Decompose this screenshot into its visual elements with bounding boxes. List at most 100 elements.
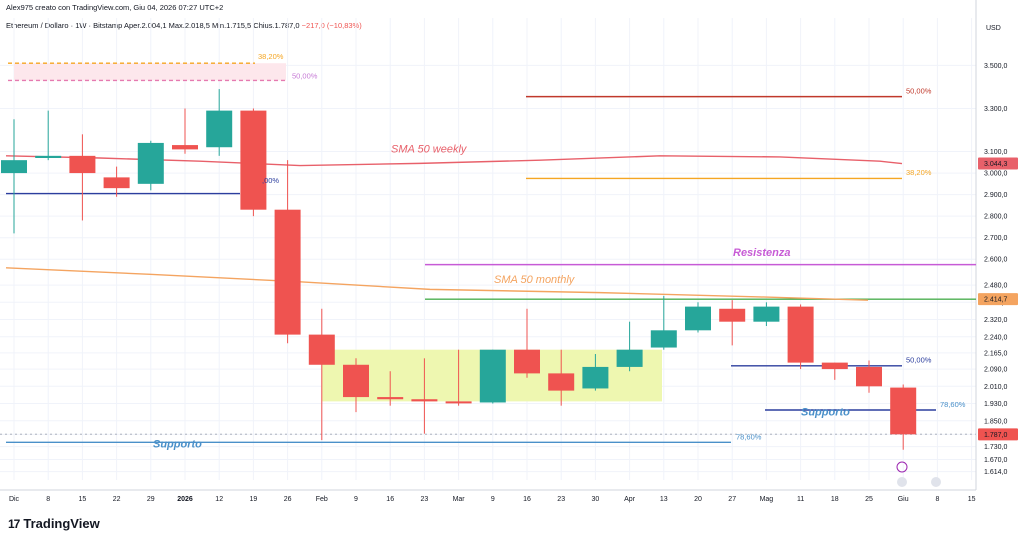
price-tick-label: 2.600,0 (984, 257, 1007, 264)
time-tick-label: 9 (491, 496, 495, 503)
candle-body (35, 155, 62, 158)
candle-body (206, 110, 233, 148)
price-tick-label: 3.100,0 (984, 149, 1007, 156)
time-tick-label: Apr (624, 496, 636, 503)
fib-38-top-label: 38,20% (906, 168, 932, 177)
price-tick-label: 2.800,0 (984, 214, 1007, 221)
chart-hlines (0, 62, 976, 444)
time-tick-label: 9 (354, 496, 358, 503)
candle-body (240, 110, 267, 210)
fib-78-right-label: 78,60% (940, 400, 966, 409)
time-tick-label: 15 (968, 496, 976, 503)
support-left-label: Supporto (153, 439, 202, 451)
chart-annotations: 38,20% 50,00% ,00% 50,00% 38,20% 50,00% 78,60%… (153, 52, 966, 487)
price-tick-label: 2.010,0 (984, 384, 1007, 391)
time-tick-label: Dic (9, 496, 20, 503)
candle-body (274, 209, 301, 335)
candle (445, 349, 472, 406)
price-tick-label: 2.320,0 (984, 317, 1007, 324)
price-tick-label: 2.240,0 (984, 334, 1007, 341)
candle (787, 304, 814, 370)
price-tick-label: 1.614,0 (984, 469, 1007, 476)
candle (377, 371, 404, 406)
time-tick-label: Feb (316, 496, 328, 503)
candle-body (137, 142, 164, 184)
candles (1, 89, 917, 450)
price-axis: USD 3.500,0 3.300,0 3.100,0 3.000,0 2.900,0 2.… (978, 25, 1018, 476)
candle (69, 134, 96, 221)
candle (856, 360, 882, 393)
candle-body (616, 349, 643, 367)
time-tick-label: 23 (421, 496, 429, 503)
candle (274, 160, 301, 344)
fib-38-left-label: 38,20% (258, 52, 284, 61)
price-tag-label: 2.414,7 (984, 297, 1007, 304)
candle (172, 108, 198, 154)
candle (103, 166, 130, 197)
candle (719, 300, 746, 346)
time-tick-label: 2026 (177, 496, 193, 503)
price-tick-label: 3.000,0 (984, 171, 1007, 178)
candle (343, 358, 369, 413)
price-tick-label: 2.480,0 (984, 283, 1007, 290)
time-tick-label: 11 (797, 496, 804, 503)
time-tick-label: 22 (113, 496, 121, 503)
tradingview-logo-mark: 17 (8, 516, 20, 531)
fib-50-left-label: 50,00% (292, 72, 318, 81)
price-tag (978, 293, 1018, 306)
candle-body (685, 306, 711, 331)
candle-body (69, 155, 96, 174)
candle (548, 349, 575, 406)
candle (206, 89, 233, 156)
ohlc-close: Chius.1.787,0 (253, 21, 300, 30)
time-tick-label: 16 (386, 496, 394, 503)
time-tick-label: 30 (592, 496, 600, 503)
price-tick-label: 1.670,0 (984, 457, 1007, 464)
fib-50-top-label: 50,00% (906, 86, 932, 95)
candle-body (479, 349, 506, 403)
candle-body (1, 160, 27, 174)
price-tick-label: 2.090,0 (984, 367, 1007, 374)
support-right-label: Supporto (801, 406, 850, 418)
time-tick-label: 8 (46, 496, 50, 503)
candle (616, 321, 643, 372)
time-tick-label: Mag (760, 496, 774, 503)
time-tick-label: 8 (935, 496, 939, 503)
price-tag-label: 3.044,3 (984, 161, 1007, 168)
price-tick-label: 2.900,0 (984, 192, 1007, 199)
candle-body (377, 397, 404, 400)
time-tick-label: 23 (557, 496, 565, 503)
time-axis: Dic 8 15 22 29 2026 12 19 26 Feb 9 16 23 Mar 9 16 23 30 Ap… (9, 496, 976, 503)
candle (137, 140, 164, 191)
symbol-name[interactable]: Ethereum / Dollaro · 1W · Bitstamp (6, 21, 123, 30)
price-tag-label: 1.787,0 (984, 432, 1007, 439)
ohlc-min: Min.1.715,5 (211, 21, 252, 30)
time-tick-label: 16 (523, 496, 531, 503)
candle (514, 308, 540, 378)
ohlc-max: Max.2.018,5 (168, 21, 210, 30)
candle-body (719, 308, 746, 322)
candle-body (890, 387, 917, 435)
candle-body (343, 364, 369, 398)
candle-body (172, 145, 198, 150)
fib-zone-top-left (14, 63, 286, 81)
time-tick-label: 18 (831, 496, 839, 503)
candle-body (308, 334, 335, 365)
fib-78-left-label: 78,60% (736, 433, 762, 442)
sma-weekly-label: SMA 50 weekly (391, 144, 468, 156)
time-tick-label: 25 (865, 496, 873, 503)
time-tick-label: 20 (694, 496, 702, 503)
candle-body (582, 366, 609, 389)
price-tick-label: 3.300,0 (984, 106, 1007, 113)
tradingview-logo-text: TradingView (23, 516, 100, 531)
candle (582, 354, 609, 391)
time-tick-label: 12 (215, 496, 223, 503)
tradingview-logo[interactable]: 17 TradingView (8, 516, 100, 531)
ohlc-change: −217,0 (−10,83%) (301, 21, 362, 30)
chart-author-line: Alex975 creato con TradingView.com, Giu … (6, 3, 224, 12)
us-flag-event-icon (897, 477, 907, 487)
price-tag (978, 428, 1018, 441)
candle (240, 108, 267, 217)
candle-body (548, 373, 575, 391)
